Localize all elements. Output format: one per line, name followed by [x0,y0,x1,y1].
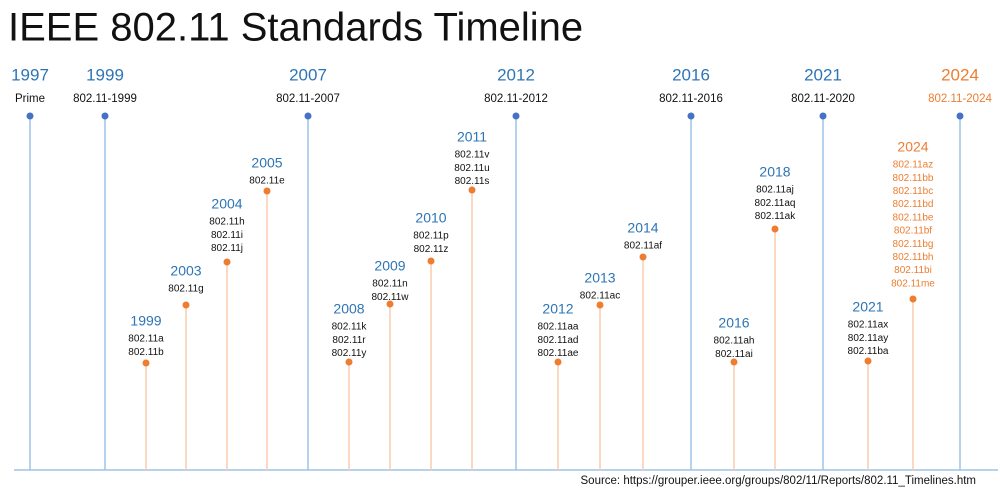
source: Source: https://grouper.ieee.org/groups/… [581,475,977,487]
amendment-year: 2009 [374,258,405,274]
amendment-dot [554,358,562,366]
amendment-year: 2008 [333,301,364,317]
rollup-year: 1997 [11,65,49,84]
amendment-dot [909,295,917,303]
rollup-dot [687,112,695,120]
amendment-item: 802.11i [211,230,243,241]
amendment-dot [263,187,271,195]
amendment-item: 802.11p [413,231,449,242]
amendment-item: 802.11aj [756,185,794,196]
amendment-item: 802.11g [168,284,203,295]
amendment-item: 802.11aq [755,198,796,209]
amendment-item: 802.11r [332,335,366,346]
title: IEEE 802.11 Standards Timeline [8,6,583,50]
rollup-year: 2024 [941,65,979,84]
amendment-dot [639,253,647,261]
amendment-item: 802.11bh [893,252,934,263]
amendment-dot [864,357,872,365]
amendment-item: 802.11ba [848,346,889,357]
rollup-dot [101,112,109,120]
amendment-item: 802.11be [893,212,934,223]
rollup-year: 2007 [289,65,327,84]
amendment-year: 2004 [211,196,242,212]
amendment-item: 802.11bf [894,226,932,237]
amendment-year: 2012 [542,301,573,317]
amendment-item: 802.11az [893,160,933,171]
amendment-year: 2016 [718,315,749,331]
rollup-dot [304,112,312,120]
rollup-year: 2016 [672,65,710,84]
amendment-item: 802.11u [454,163,489,174]
amendment-item: 802.11ad [538,335,579,346]
amendment-item: 802.11af [624,241,662,252]
amendment-year: 2021 [852,299,883,315]
amendment-year: 1999 [130,313,161,329]
rollup-year: 2021 [804,65,842,84]
amendment-item: 802.11e [249,176,285,187]
amendment-dot [386,300,394,308]
rollup-dot [956,112,964,120]
amendment-dot [223,258,231,266]
rollup-label: 802.11-2012 [484,93,548,105]
rollup-dot [512,112,520,120]
amendment-dot [142,359,150,367]
amendment-item: 802.11ay [848,333,888,344]
amendment-year: 2010 [415,210,446,226]
amendment-item: 802.11me [891,278,935,289]
amendment-dot [468,186,476,194]
amendment-dot [182,301,190,309]
amendment-item: 802.11bi [894,265,932,276]
amendment-year: 2018 [759,164,790,180]
amendment-item: 802.11bc [893,186,933,197]
amendment-dot [730,358,738,366]
amendment-item: 802.11z [414,244,449,255]
rollup-label: 802.11-2020 [791,93,855,105]
rollup-label: 802.11-1999 [73,93,137,105]
amendment-item: 802.11v [455,150,490,161]
amendment-item: 802.11n [372,279,407,290]
amendment-year: 2005 [251,155,282,171]
rollup-label: Prime [15,93,45,105]
rollup-year: 2012 [497,65,535,84]
amendment-year: 2013 [584,270,615,286]
amendment-item: 802.11y [332,348,367,359]
amendment-year: 2011 [457,129,487,145]
amendment-year: 2014 [627,220,658,236]
amendment-year: 2003 [170,263,201,279]
amendment-item: 802.11bg [893,239,934,250]
amendment-dot [596,301,604,309]
amendment-item: 802.11w [371,292,409,303]
amendment-dot [427,257,435,265]
amendment-item: 802.11bd [893,199,934,210]
amendment-item: 802.11ac [580,291,620,302]
amendment-item: 802.11ak [755,211,796,222]
amendment-dot [345,358,353,366]
rollup-dot [26,112,34,120]
rollup-year: 1999 [86,65,124,84]
amendment-item: 802.11ai [715,349,753,360]
rollup-label: 802.11-2007 [276,93,340,105]
amendment-item: 802.11a [128,334,164,345]
rollup-label: 802.11-2024 [928,93,992,105]
amendment-item: 802.11h [209,217,244,228]
amendment-year: 2024 [897,139,928,155]
amendment-item: 802.11bb [893,173,934,184]
amendment-dot [771,225,779,233]
amendment-item: 802.11j [211,243,243,254]
amendment-item: 802.11ae [538,348,579,359]
amendment-item: 802.11ax [848,320,888,331]
amendment-item: 802.11b [128,347,164,358]
amendment-item: 802.11k [332,322,368,333]
amendment-item: 802.11aa [538,322,579,333]
amendment-item: 802.11s [455,176,490,187]
rollup-label: 802.11-2016 [659,93,723,105]
rollup-dot [819,112,827,120]
amendment-item: 802.11ah [714,336,755,347]
